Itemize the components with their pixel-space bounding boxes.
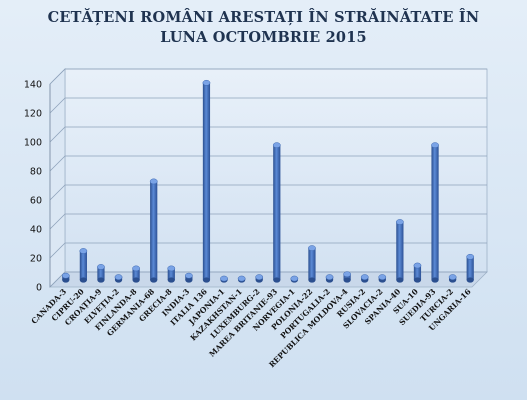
bar [360,274,369,283]
grid-line [49,155,487,172]
bar [290,275,299,283]
y-axis-ticks: 0 20 40 60 80 100 120 140 [24,80,42,294]
bar [431,142,439,283]
y-tick-label: 60 [30,196,42,207]
bar [149,178,158,283]
grid-line [49,97,487,114]
x-axis-labels: CANADA-3CIPRU-20CROAȚIA-9ELVEȚIA-2FINLAN… [30,287,473,369]
chart-title-line-2: LUNA OCTOMBRIE 2015 [160,29,367,46]
y-tick-label: 100 [24,138,42,149]
bar [343,271,351,283]
bar [396,219,404,283]
y-tick-label: 80 [30,167,42,178]
bar [202,79,211,283]
grid-line [49,126,487,143]
y-tick-label: 120 [24,109,42,120]
bar [220,275,228,283]
bar [448,274,457,283]
bar [413,262,422,283]
bar [308,245,316,283]
bar [61,272,70,283]
bar [185,272,193,283]
y-tick-label: 0 [36,283,42,294]
y-tick-label: 40 [30,225,42,236]
y-tick-label: 140 [24,80,42,91]
bar [167,265,176,283]
bar [255,274,264,283]
bar [237,275,246,283]
chart-title: CETĂȚENI ROMÂNI ARESTAȚI ÎN STRĂINĂTATE … [0,8,527,48]
bar [97,264,105,283]
grid-lines [49,68,487,288]
bar [132,265,140,283]
side-wall [49,68,66,288]
bar [114,274,123,283]
grid-line [49,242,487,259]
grid-line [49,213,487,230]
grid-line [49,68,487,85]
bar [79,248,88,283]
bars [61,79,475,283]
bar [325,274,334,283]
chart-walls [49,68,488,288]
grid-line [49,184,487,201]
y-tick-label: 20 [30,254,42,265]
bar [466,253,475,283]
chart-title-line-1: CETĂȚENI ROMÂNI ARESTAȚI ÎN STRĂINĂTATE … [47,9,480,26]
bar [378,274,387,283]
bar [272,142,281,283]
